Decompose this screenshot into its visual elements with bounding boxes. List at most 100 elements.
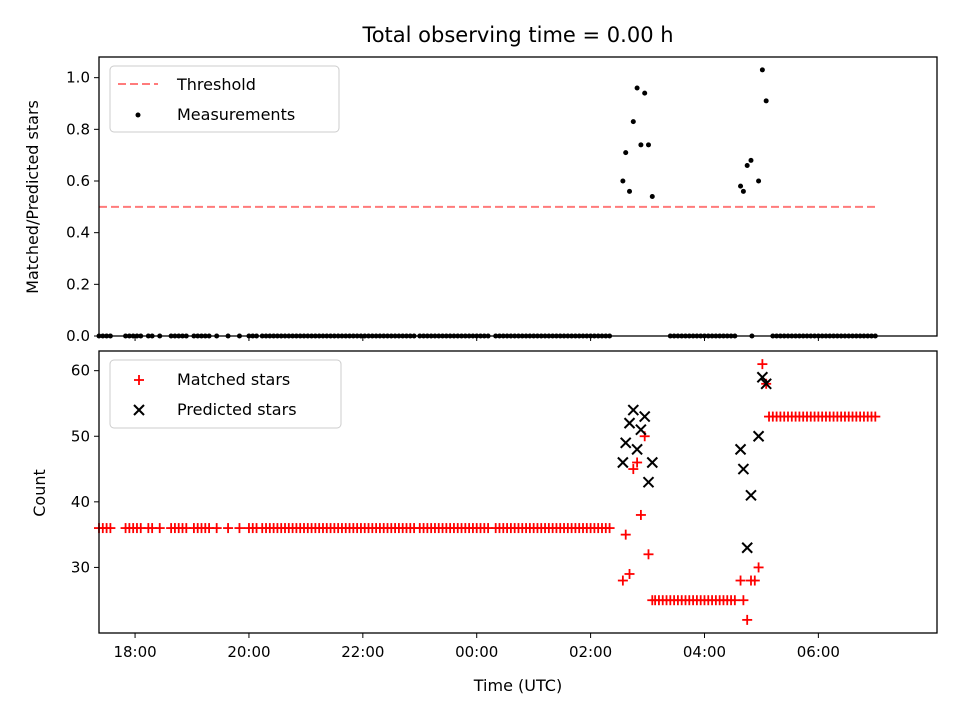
top-axes-frame	[98, 56, 938, 337]
predicted-point-3-b	[627, 404, 640, 416]
predicted-point-2-b	[623, 417, 636, 429]
bottom-y-axis: 30 40 50 60	[71, 362, 99, 576]
matched-point-10	[742, 614, 753, 625]
bottom-y-axis-label: Count	[30, 469, 49, 517]
matched-run-0-point-11	[154, 523, 165, 534]
top-panel: Total observing time = 0.00 h 0.00.20.40…	[23, 23, 938, 345]
legend-threshold-label: Threshold	[176, 75, 256, 94]
top-x-axis	[134, 336, 819, 341]
top-y-tick-label-4: 0.8	[66, 120, 90, 138]
matched-point-8	[735, 575, 746, 586]
predicted-point-12	[745, 489, 757, 501]
x-tick-label-6: 06:00	[797, 643, 840, 661]
measurement-point-15	[763, 98, 769, 104]
predicted-point-6	[638, 410, 651, 423]
top-y-tick-label-3: 0.6	[66, 172, 90, 190]
predicted-point-10	[737, 463, 750, 475]
matched-point-4	[632, 457, 643, 468]
x-axis-label: Time (UTC)	[473, 676, 562, 695]
matched-run-2-point-28	[870, 411, 881, 422]
x-tick-label-1: 20:00	[227, 643, 270, 661]
legend-matched-swatch	[134, 375, 144, 385]
matched-run-0-point-23	[223, 523, 234, 534]
predicted-point-10-b	[737, 463, 750, 475]
predicted-point-0	[617, 456, 629, 469]
bottom-y-tick-label-3: 60	[71, 362, 90, 380]
bottom-legend: Matched stars Predicted stars	[109, 359, 342, 429]
bottom-plot-area	[94, 359, 881, 625]
matched-point-7	[643, 549, 654, 560]
legend-measurements-swatch	[135, 112, 141, 118]
predicted-point-6-b	[638, 410, 651, 423]
x-tick-label-2: 22:00	[341, 643, 384, 661]
predicted-point-14	[756, 371, 769, 383]
legend-measurements-label: Measurements	[177, 105, 295, 124]
predicted-point-9	[734, 443, 747, 456]
matched-run-1-point-22	[729, 595, 740, 606]
predicted-point-11-b	[741, 542, 753, 554]
measurement-point-3	[630, 119, 636, 125]
bottom-y-tick-label-0: 30	[71, 558, 90, 576]
matched-point-2	[624, 568, 635, 579]
top-y-tick-label-5: 1.0	[66, 69, 90, 87]
top-y-tick-label-1: 0.2	[66, 275, 90, 293]
matched-run-0-point-22	[211, 523, 222, 534]
predicted-point-8-b	[646, 456, 658, 469]
predicted-point-3	[627, 404, 640, 416]
measurement-point-12	[748, 157, 754, 163]
chart-title: Total observing time = 0.00 h	[361, 23, 673, 47]
predicted-point-13-b	[752, 430, 765, 442]
legend-matched-marker	[134, 375, 144, 385]
bottom-legend-box	[109, 359, 342, 429]
top-legend-box	[109, 65, 340, 133]
measurement-point-0	[620, 178, 626, 184]
measurement-point-7	[645, 142, 651, 148]
measurement-point-1	[623, 150, 629, 156]
predicted-point-7	[642, 476, 655, 488]
matched-point-12	[749, 575, 760, 586]
predicted-point-5	[635, 423, 647, 436]
predicted-point-1-b	[620, 437, 632, 449]
top-y-axis-label: Matched/Predicted stars	[23, 100, 42, 294]
predicted-point-2	[623, 417, 636, 429]
matched-point-3	[628, 464, 639, 475]
x-tick-label-4: 02:00	[569, 643, 612, 661]
predicted-point-12-b	[745, 489, 757, 501]
predicted-point-7-b	[642, 476, 655, 488]
measurement-point-10	[740, 188, 746, 194]
matched-point-5	[635, 509, 646, 520]
predicted-point-9-b	[734, 443, 747, 456]
bottom-panel: 30 40 50 60 18:00 20:00 22:00 00:00 02:00 04:00 0…	[30, 350, 938, 695]
legend-predicted-marker	[133, 404, 145, 416]
predicted-point-4-b	[631, 443, 643, 456]
top-y-axis: 0.0 0.2 0.4 0.6 0.8 1.0	[66, 69, 99, 345]
x-tick-label-5: 04:00	[683, 643, 726, 661]
top-plot-area	[96, 67, 878, 339]
matched-point-1	[620, 529, 631, 540]
bottom-y-tick-label-1: 40	[71, 493, 90, 511]
top-legend: Threshold Measurements	[109, 65, 340, 133]
predicted-point-0-b	[617, 456, 629, 469]
measurement-point-14	[759, 67, 765, 73]
bottom-axes-frame	[98, 350, 938, 634]
legend-predicted-label: Predicted stars	[177, 400, 297, 419]
matched-run-0-point-118	[604, 523, 615, 534]
matched-point-13	[753, 562, 764, 573]
top-y-tick-label-2: 0.4	[66, 224, 90, 242]
measurement-point-6	[642, 90, 648, 96]
measurement-point-4	[634, 85, 640, 91]
predicted-point-11	[741, 542, 753, 554]
top-y-tick-label-0: 0.0	[66, 327, 90, 345]
predicted-point-4	[631, 443, 643, 456]
measurement-point-8	[649, 194, 655, 199]
legend-predicted-swatch	[133, 404, 145, 416]
matched-point-9	[738, 595, 749, 606]
predicted-point-5-b	[635, 423, 647, 436]
legend-matched-label: Matched stars	[177, 370, 290, 389]
measurement-point-2	[627, 188, 633, 194]
predicted-point-14-b	[756, 371, 769, 383]
matched-point-0	[617, 575, 628, 586]
predicted-point-15-b	[760, 378, 772, 390]
measurement-point-5	[638, 142, 644, 148]
